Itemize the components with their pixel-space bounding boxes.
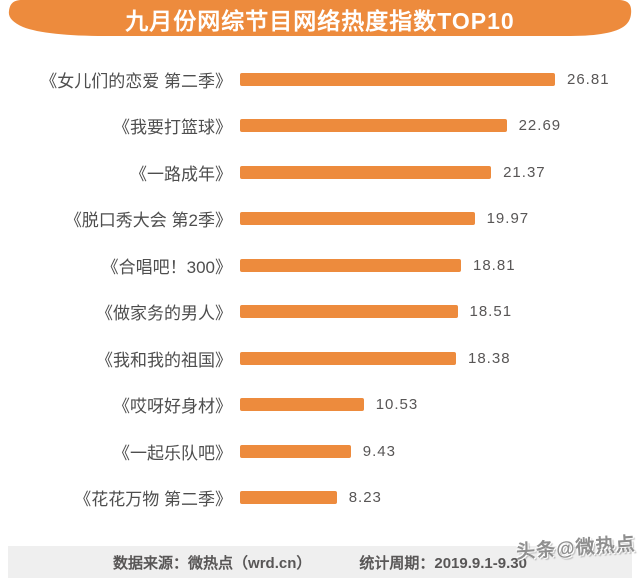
bar-track: 19.97 <box>240 210 529 227</box>
chart-row: 《哎呀好身材》 10.53 <box>0 382 640 429</box>
bar-value: 18.38 <box>468 349 511 367</box>
bar-label: 《花花万物 第二季》 <box>74 490 232 510</box>
bar <box>240 212 475 226</box>
bar-label: 《我要打篮球》 <box>113 118 232 138</box>
bar-label: 《脱口秀大会 第2季》 <box>64 211 232 231</box>
bar-value: 18.51 <box>469 303 513 321</box>
header-ribbon-shape <box>8 0 632 36</box>
header-banner: 九月份网综节目网络热度指数TOP10 <box>0 0 640 44</box>
bar-label: 《做家务的男人》 <box>96 304 232 324</box>
bar-track: 26.81 <box>240 71 610 88</box>
bar <box>240 491 337 505</box>
bar-track: 8.23 <box>240 489 382 506</box>
bar <box>240 398 364 412</box>
bar-chart: 《女儿们的恋爱 第二季》 26.81 《我要打篮球》 22.69 《一路成年》 … <box>0 56 640 521</box>
chart-row: 《花花万物 第二季》 8.23 <box>0 475 640 522</box>
bar-label: 《女儿们的恋爱 第二季》 <box>40 71 232 91</box>
chart-row: 《一起乐队吧》 9.43 <box>0 428 640 475</box>
bar-label: 《我和我的祖国》 <box>96 350 232 370</box>
bar-value: 9.43 <box>362 442 396 460</box>
bar <box>240 305 458 319</box>
footer-bar: 数据来源：微热点（wrd.cn） 统计周期：2019.9.1-9.30 <box>8 546 632 578</box>
bar-label: 《一路成年》 <box>130 164 232 184</box>
bar-track: 18.81 <box>240 257 516 274</box>
bar-value: 18.81 <box>473 256 516 274</box>
bar <box>240 351 456 365</box>
page-title: 九月份网综节目网络热度指数TOP10 <box>125 8 515 34</box>
chart-row: 《我和我的祖国》 18.38 <box>0 335 640 382</box>
data-source-text: 数据来源：微热点（wrd.cn） <box>113 554 312 572</box>
bar-label: 《哎呀好身材》 <box>113 397 232 417</box>
bar-track: 21.37 <box>240 164 546 181</box>
chart-row: 《女儿们的恋爱 第二季》 26.81 <box>0 56 640 103</box>
bar <box>240 72 555 86</box>
bar-value: 26.81 <box>567 70 610 88</box>
bar <box>240 119 507 133</box>
bar-value: 21.37 <box>503 163 546 181</box>
chart-row: 《我要打篮球》 22.69 <box>0 103 640 150</box>
bar-track: 18.38 <box>240 350 511 367</box>
bar-label: 《合唱吧！300》 <box>101 257 232 277</box>
bar-value: 19.97 <box>486 210 530 228</box>
bar-track: 18.51 <box>240 303 512 320</box>
bar-value: 10.53 <box>375 396 419 414</box>
bar <box>240 165 492 179</box>
bar-track: 9.43 <box>240 443 396 460</box>
chart-row: 《一路成年》 21.37 <box>0 149 640 196</box>
chart-row: 《做家务的男人》 18.51 <box>0 289 640 336</box>
bar-label: 《一起乐队吧》 <box>113 443 232 463</box>
bar-track: 22.69 <box>240 117 561 134</box>
bar <box>240 444 351 458</box>
bar-track: 10.53 <box>240 396 418 413</box>
chart-row: 《合唱吧！300》 18.81 <box>0 242 640 289</box>
chart-row: 《脱口秀大会 第2季》 19.97 <box>0 196 640 243</box>
bar <box>240 258 461 272</box>
bar-value: 8.23 <box>348 489 382 507</box>
stats-period-text: 统计周期：2019.9.1-9.30 <box>359 554 527 572</box>
bar-value: 22.69 <box>518 117 562 135</box>
